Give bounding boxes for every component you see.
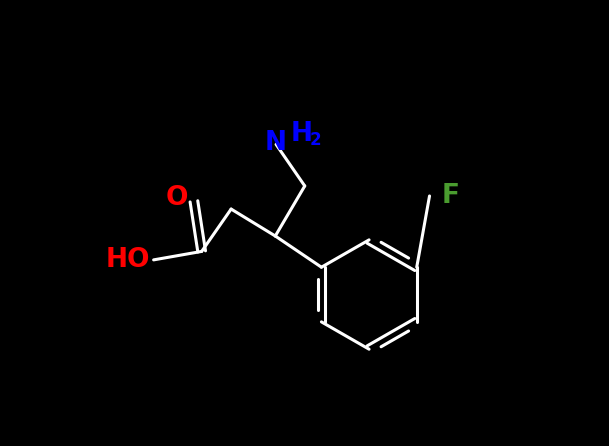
Text: O: O xyxy=(165,185,188,211)
Text: HO: HO xyxy=(106,247,150,273)
Text: N: N xyxy=(265,130,287,156)
Text: H: H xyxy=(291,121,313,147)
Text: F: F xyxy=(442,183,460,209)
Text: 2: 2 xyxy=(309,131,321,149)
